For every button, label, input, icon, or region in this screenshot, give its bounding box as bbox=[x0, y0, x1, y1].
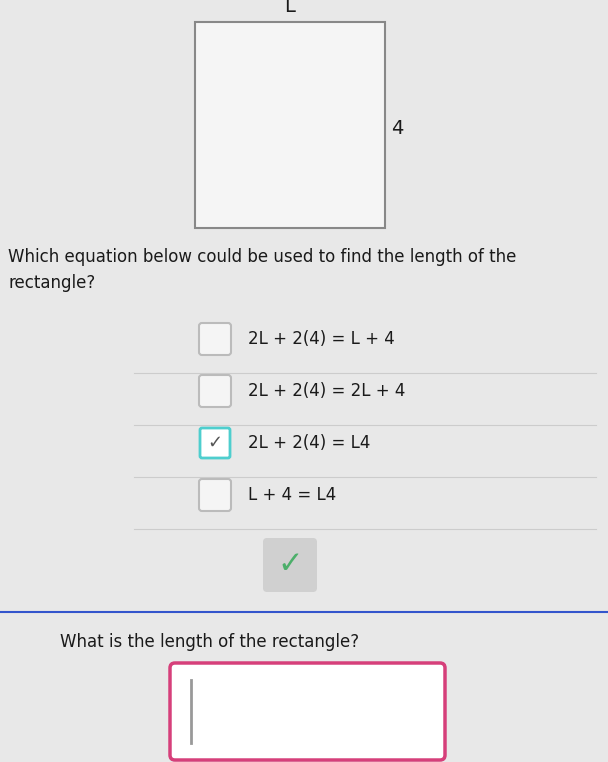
Text: ✓: ✓ bbox=[207, 434, 223, 452]
Text: ✓: ✓ bbox=[277, 550, 303, 579]
Text: 2L + 2(4) = L4: 2L + 2(4) = L4 bbox=[248, 434, 370, 452]
Text: L: L bbox=[285, 0, 295, 16]
FancyBboxPatch shape bbox=[199, 323, 231, 355]
Text: 4: 4 bbox=[391, 119, 403, 137]
FancyBboxPatch shape bbox=[199, 479, 231, 511]
Text: What is the length of the rectangle?: What is the length of the rectangle? bbox=[60, 633, 359, 651]
Text: Which equation below could be used to find the length of the
rectangle?: Which equation below could be used to fi… bbox=[8, 248, 516, 292]
Text: 2L + 2(4) = L + 4: 2L + 2(4) = L + 4 bbox=[248, 330, 395, 348]
Bar bbox=[195, 22, 385, 228]
Text: 2L + 2(4) = 2L + 4: 2L + 2(4) = 2L + 4 bbox=[248, 382, 406, 400]
FancyBboxPatch shape bbox=[263, 538, 317, 592]
FancyBboxPatch shape bbox=[200, 428, 230, 458]
FancyBboxPatch shape bbox=[170, 663, 445, 760]
FancyBboxPatch shape bbox=[199, 375, 231, 407]
Text: L + 4 = L4: L + 4 = L4 bbox=[248, 486, 336, 504]
